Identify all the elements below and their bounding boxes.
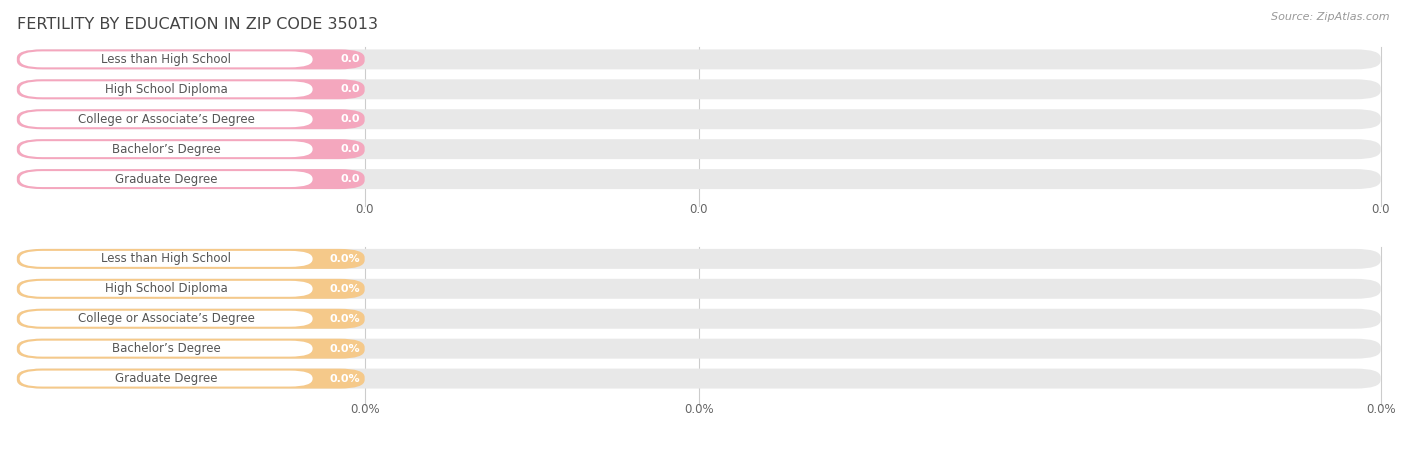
Text: Less than High School: Less than High School xyxy=(101,53,231,66)
Text: 0.0: 0.0 xyxy=(356,203,374,216)
FancyBboxPatch shape xyxy=(20,171,312,187)
Text: 0.0%: 0.0% xyxy=(330,343,360,354)
FancyBboxPatch shape xyxy=(20,370,312,387)
FancyBboxPatch shape xyxy=(17,139,364,159)
Text: 0.0%: 0.0% xyxy=(683,403,714,416)
Text: Source: ZipAtlas.com: Source: ZipAtlas.com xyxy=(1271,12,1389,22)
FancyBboxPatch shape xyxy=(17,339,1381,359)
FancyBboxPatch shape xyxy=(17,309,364,329)
FancyBboxPatch shape xyxy=(17,169,364,189)
FancyBboxPatch shape xyxy=(17,109,364,129)
FancyBboxPatch shape xyxy=(20,311,312,327)
Text: 0.0%: 0.0% xyxy=(330,314,360,324)
Text: College or Associate’s Degree: College or Associate’s Degree xyxy=(77,312,254,325)
FancyBboxPatch shape xyxy=(20,111,312,127)
FancyBboxPatch shape xyxy=(17,369,1381,389)
Text: 0.0: 0.0 xyxy=(340,114,360,124)
Text: 0.0: 0.0 xyxy=(689,203,709,216)
FancyBboxPatch shape xyxy=(17,109,1381,129)
Text: Bachelor’s Degree: Bachelor’s Degree xyxy=(112,342,221,355)
Text: College or Associate’s Degree: College or Associate’s Degree xyxy=(77,113,254,126)
FancyBboxPatch shape xyxy=(20,251,312,267)
Text: 0.0: 0.0 xyxy=(340,54,360,65)
Text: 0.0%: 0.0% xyxy=(1365,403,1396,416)
FancyBboxPatch shape xyxy=(17,339,364,359)
FancyBboxPatch shape xyxy=(17,49,364,69)
Text: 0.0%: 0.0% xyxy=(350,403,380,416)
FancyBboxPatch shape xyxy=(17,249,364,269)
FancyBboxPatch shape xyxy=(20,141,312,157)
FancyBboxPatch shape xyxy=(17,79,364,99)
FancyBboxPatch shape xyxy=(17,369,364,389)
Text: 0.0%: 0.0% xyxy=(330,284,360,294)
Text: 0.0: 0.0 xyxy=(340,174,360,184)
FancyBboxPatch shape xyxy=(17,309,1381,329)
Text: Graduate Degree: Graduate Degree xyxy=(115,172,218,186)
FancyBboxPatch shape xyxy=(17,169,1381,189)
Text: 0.0%: 0.0% xyxy=(330,373,360,384)
FancyBboxPatch shape xyxy=(17,49,1381,69)
Text: High School Diploma: High School Diploma xyxy=(105,282,228,295)
FancyBboxPatch shape xyxy=(17,139,1381,159)
FancyBboxPatch shape xyxy=(20,281,312,297)
FancyBboxPatch shape xyxy=(20,341,312,357)
Text: 0.0: 0.0 xyxy=(340,84,360,95)
FancyBboxPatch shape xyxy=(20,81,312,97)
Text: Less than High School: Less than High School xyxy=(101,252,231,266)
Text: 0.0%: 0.0% xyxy=(330,254,360,264)
Text: Bachelor’s Degree: Bachelor’s Degree xyxy=(112,142,221,156)
Text: 0.0: 0.0 xyxy=(1371,203,1391,216)
FancyBboxPatch shape xyxy=(17,279,364,299)
Text: 0.0: 0.0 xyxy=(340,144,360,154)
FancyBboxPatch shape xyxy=(20,51,312,67)
Text: Graduate Degree: Graduate Degree xyxy=(115,372,218,385)
Text: High School Diploma: High School Diploma xyxy=(105,83,228,96)
Text: FERTILITY BY EDUCATION IN ZIP CODE 35013: FERTILITY BY EDUCATION IN ZIP CODE 35013 xyxy=(17,17,378,32)
FancyBboxPatch shape xyxy=(17,79,1381,99)
FancyBboxPatch shape xyxy=(17,249,1381,269)
FancyBboxPatch shape xyxy=(17,279,1381,299)
